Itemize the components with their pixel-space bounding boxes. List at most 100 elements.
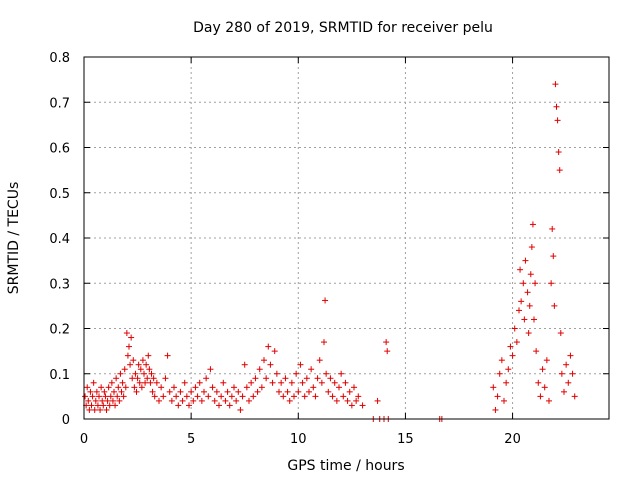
- data-point: [551, 302, 558, 309]
- data-point: [186, 402, 192, 409]
- chart-title: Day 280 of 2019, SRMTID for receiver pel…: [193, 20, 493, 36]
- data-point: [265, 343, 272, 350]
- data-point: [142, 379, 149, 386]
- data-point: [556, 167, 563, 174]
- data-point: [535, 379, 542, 386]
- data-point: [543, 357, 550, 364]
- data-point: [216, 402, 222, 409]
- data-point: [501, 397, 507, 404]
- data-point: [87, 388, 94, 395]
- data-point: [498, 357, 505, 364]
- data-point: [567, 352, 574, 359]
- data-point: [102, 393, 109, 400]
- data-point: [561, 388, 567, 395]
- data-point: [99, 397, 106, 404]
- data-point: [205, 393, 212, 400]
- tick-labels: 0 0.1 0.2 0.3 0.4 0.5 0.6 0.7 0.8 0 5 10 15 20: [49, 51, 521, 447]
- data-point: [254, 388, 261, 395]
- data-point: [115, 384, 122, 391]
- data-point: [291, 393, 297, 400]
- data-point: [228, 393, 235, 400]
- data-point: [233, 397, 240, 404]
- data-point: [565, 379, 572, 386]
- data-point: [351, 384, 357, 391]
- data-point: [96, 393, 102, 400]
- data-point: [175, 402, 182, 409]
- grid-lines: [84, 57, 609, 419]
- data-point: [550, 253, 557, 260]
- data-point: [201, 388, 207, 395]
- data-point: [541, 384, 548, 391]
- data-point: [331, 379, 338, 386]
- data-point: [127, 361, 134, 368]
- data-point: [114, 393, 121, 400]
- data-point: [213, 388, 220, 395]
- data-point: [246, 397, 252, 404]
- data-point: [258, 384, 265, 391]
- data-point: [133, 388, 140, 395]
- data-point: [522, 257, 529, 264]
- data-point: [314, 375, 321, 382]
- data-point: [503, 379, 510, 386]
- data-point: [192, 384, 199, 391]
- data-point: [209, 384, 216, 391]
- data-point: [111, 388, 117, 395]
- data-point: [552, 81, 559, 88]
- data-point: [310, 384, 317, 391]
- data-point: [531, 316, 537, 323]
- data-point: [156, 397, 162, 404]
- data-point: [537, 393, 544, 400]
- data-point: [203, 375, 210, 382]
- y-tick-label: 0.8: [49, 51, 70, 66]
- data-point: [513, 339, 520, 346]
- data-point: [553, 103, 560, 110]
- data-point: [338, 370, 345, 377]
- data-point: [224, 388, 231, 395]
- x-tick-label: 15: [397, 432, 414, 447]
- data-point: [139, 357, 146, 364]
- data-point: [308, 366, 315, 373]
- plot-frame: [83, 56, 610, 420]
- data-point: [136, 379, 143, 386]
- data-point: [546, 397, 552, 404]
- data-point: [261, 357, 267, 364]
- data-point: [318, 379, 325, 386]
- data-point: [327, 375, 334, 382]
- data-point: [527, 271, 534, 278]
- data-point: [525, 330, 532, 337]
- data-point: [505, 366, 512, 373]
- data-point: [496, 370, 503, 377]
- data-point: [348, 402, 355, 409]
- data-point: [353, 397, 360, 404]
- data-point: [563, 361, 570, 368]
- data-point: [222, 397, 229, 404]
- data-point: [220, 379, 227, 386]
- data-point: [239, 393, 246, 400]
- data-point: [517, 266, 524, 273]
- data-point: [340, 393, 347, 400]
- data-point: [107, 393, 114, 400]
- data-point: [286, 397, 293, 404]
- data-point: [532, 280, 539, 287]
- data-point: [303, 375, 310, 382]
- data-point: [235, 388, 242, 395]
- data-point: [93, 388, 100, 395]
- data-point: [158, 384, 165, 391]
- data-point: [101, 388, 108, 395]
- data-point: [384, 348, 391, 355]
- data-point: [123, 330, 130, 337]
- data-point: [92, 397, 99, 404]
- data-point: [492, 406, 499, 413]
- data-point: [518, 298, 525, 305]
- data-point: [84, 384, 91, 391]
- data-point: [248, 379, 255, 386]
- data-point: [117, 370, 124, 377]
- data-point: [252, 375, 259, 382]
- y-axis-label: SRMTID / TECUs: [6, 182, 22, 295]
- data-point: [549, 225, 556, 232]
- y-tick-label: 0.7: [49, 96, 70, 111]
- data-point: [528, 244, 535, 251]
- data-point: [558, 370, 565, 377]
- data-points: [82, 81, 578, 422]
- x-tick-label: 5: [187, 432, 195, 447]
